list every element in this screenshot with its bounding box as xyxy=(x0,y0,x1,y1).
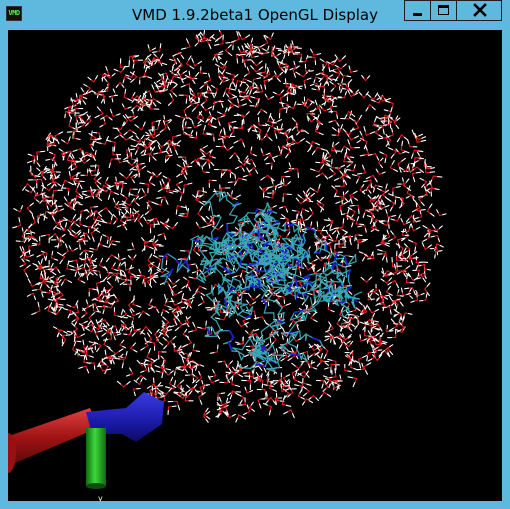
minimize-icon xyxy=(413,13,422,16)
title-bar[interactable]: VMD VMD 1.9.2beta1 OpenGL Display xyxy=(0,0,510,30)
window-controls xyxy=(404,0,502,21)
water-molecules xyxy=(12,30,447,423)
axes-indicator: y xyxy=(8,392,164,501)
close-button[interactable] xyxy=(456,0,502,21)
y-axis-cylinder-bottom xyxy=(86,483,106,489)
opengl-display-viewport[interactable]: y xyxy=(8,30,502,501)
y-axis-cylinder xyxy=(86,428,106,486)
x-axis-cap xyxy=(8,433,16,473)
vmd-app-icon[interactable]: VMD xyxy=(6,6,22,21)
close-icon xyxy=(473,3,487,17)
window-title: VMD 1.9.2beta1 OpenGL Display xyxy=(132,6,378,24)
maximize-icon xyxy=(438,5,449,15)
protein-structure xyxy=(160,191,363,373)
molecule-scene[interactable]: y xyxy=(8,30,502,501)
maximize-button[interactable] xyxy=(430,0,456,21)
minimize-button[interactable] xyxy=(404,0,430,21)
x-axis-arrow xyxy=(8,408,98,466)
y-axis-label: y xyxy=(98,494,103,501)
